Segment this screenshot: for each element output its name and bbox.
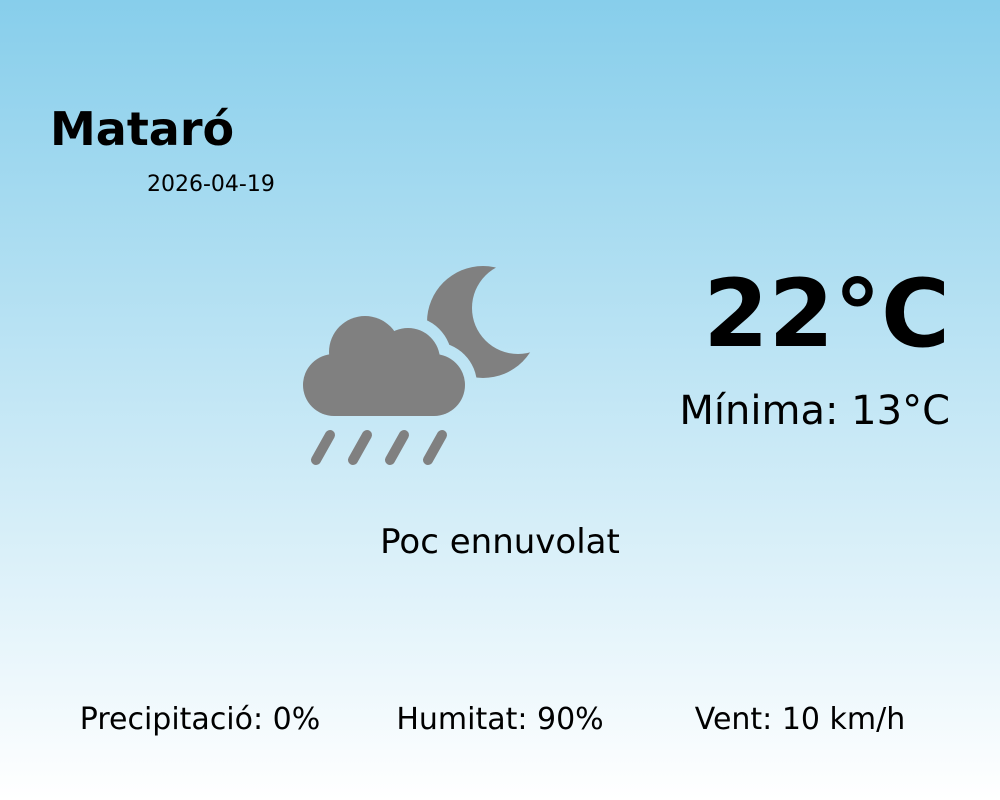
cloud-shape bbox=[303, 316, 465, 416]
city-name: Mataró bbox=[50, 102, 235, 156]
current-temperature: 22°C bbox=[703, 260, 950, 369]
wind-stat: Vent: 10 km/h bbox=[694, 702, 906, 737]
forecast-date: 2026-04-19 bbox=[147, 172, 275, 197]
humidity-stat: Humitat: 90% bbox=[396, 702, 604, 737]
minimum-temperature: Mínima: 13°C bbox=[679, 388, 950, 434]
moon-shape bbox=[427, 266, 539, 378]
cloud-rain-moon-icon bbox=[303, 266, 539, 465]
weather-condition: Poc ennuvolat bbox=[380, 522, 620, 562]
rain-drops bbox=[311, 430, 447, 465]
precipitation-stat: Precipitació: 0% bbox=[79, 702, 321, 737]
